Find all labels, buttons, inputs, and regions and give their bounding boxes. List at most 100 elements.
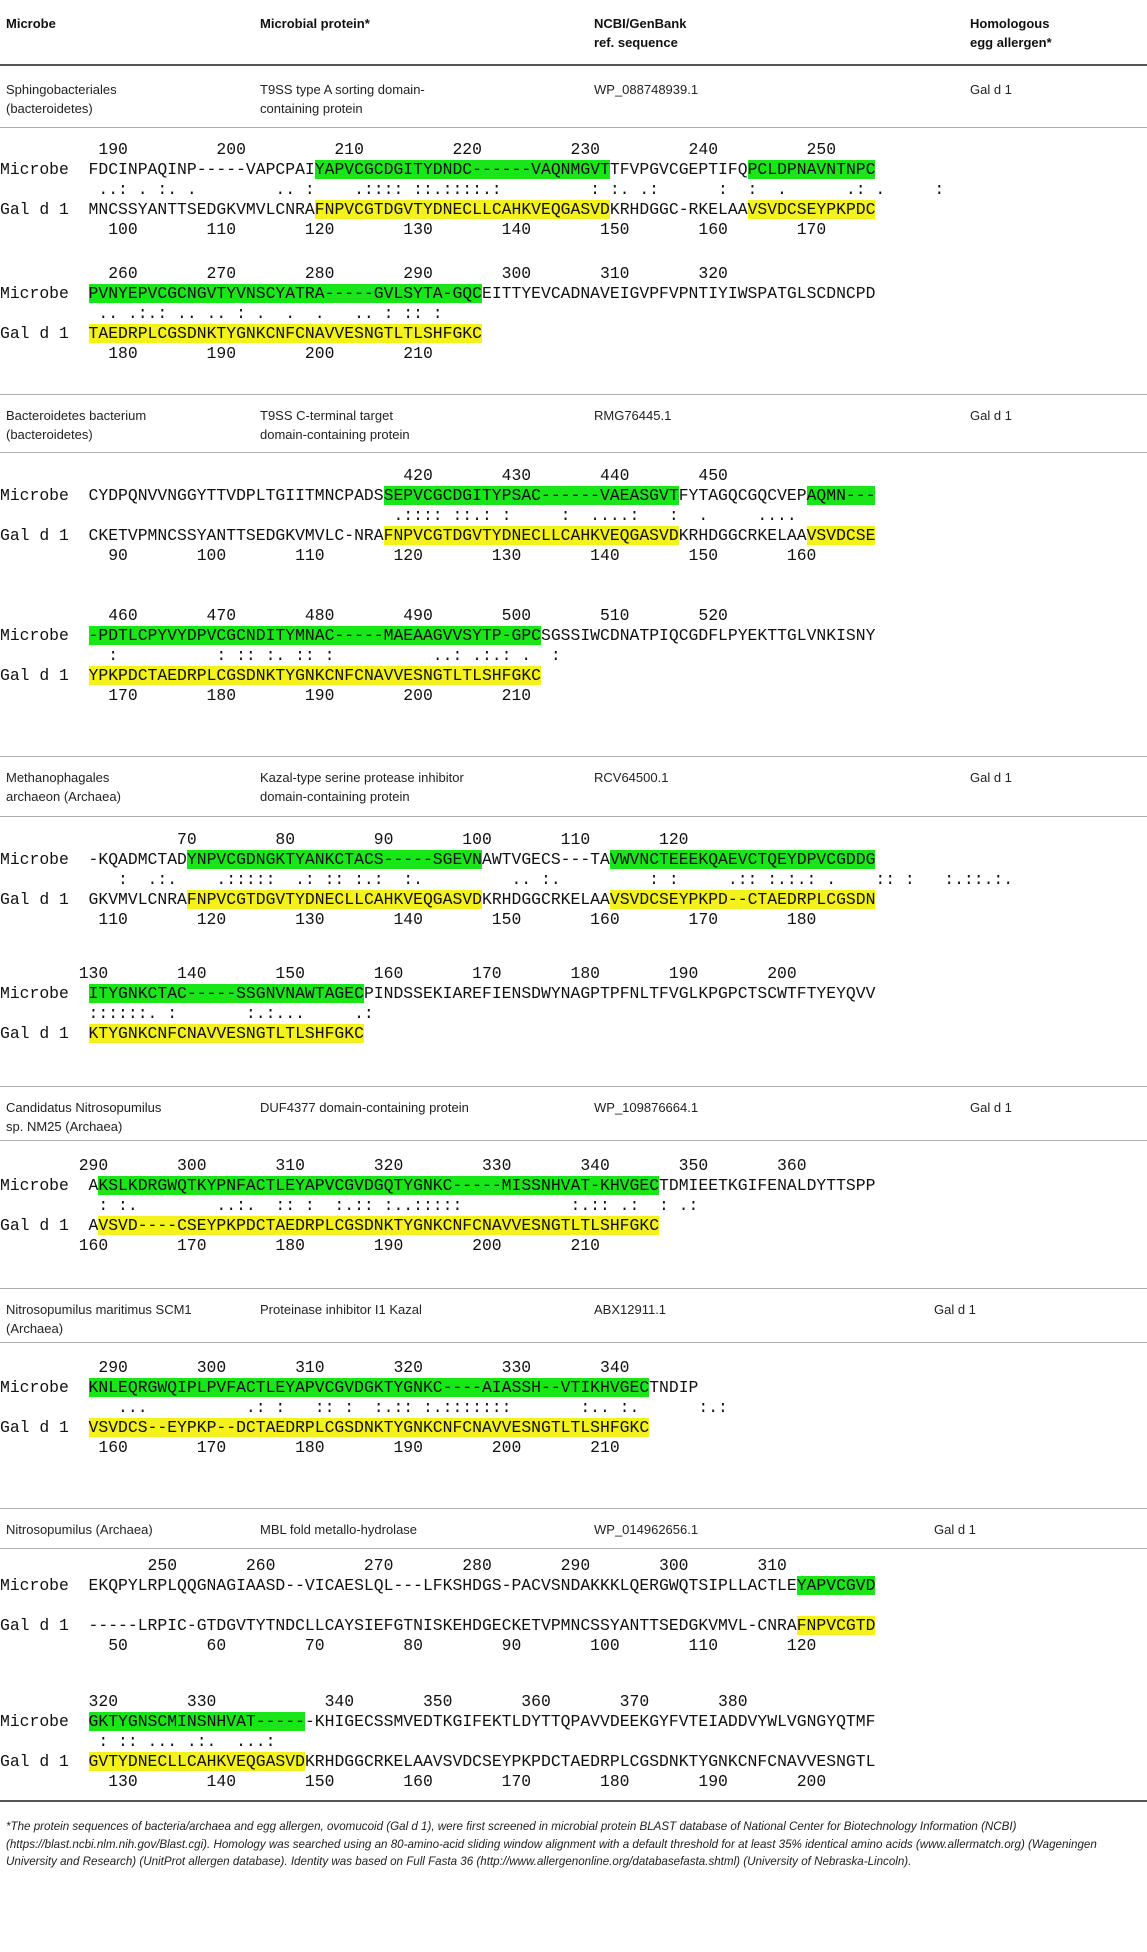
alignment-line: 50 60 70 80 90 100 110 120 <box>0 1636 875 1656</box>
footnote: *The protein sequences of bacteria/archa… <box>6 1820 1097 1868</box>
alignment-line: Microbe ITYGNKCTAC-----SSGNVNAWTAGECPIND… <box>0 984 875 1004</box>
header-rule <box>0 64 1147 66</box>
entry-divider <box>0 756 1147 757</box>
entry-divider <box>0 1508 1147 1509</box>
entry-ref: WP_109876664.1 <box>594 1100 699 1115</box>
sequence-text: 320 330 340 350 360 370 380 <box>0 1692 748 1711</box>
entry-allergen: Gal d 1 <box>970 408 1012 423</box>
sequence-text: Gal d 1 MNCSSYANTTSEDGKVMVLCNRA <box>0 200 315 219</box>
header-allergen: Homologous egg allergen* <box>970 16 1052 50</box>
sequence-text: 110 120 130 140 150 160 170 180 <box>0 910 817 929</box>
sequence-text: Gal d 1 CKETVPMNCSSYANTTSEDGKVMVLC-NRA <box>0 526 384 545</box>
sequence-text: : :. ..:. :: : :.:: :..::::: :.:: .: : .… <box>0 1196 699 1215</box>
alignment-block: 420 430 440 450 Microbe CYDPQNVVNGGYTTVDP… <box>0 466 876 566</box>
header-microbe: Microbe <box>6 16 56 31</box>
sequence-text: : : :: :. :: : ..: .:.: . : <box>0 646 561 665</box>
alignment-line: Microbe -KQADMCTADYNPVCGDNGKTYANKCTACS--… <box>0 850 1013 870</box>
alignment-line: Gal d 1 VSVDCS--EYPKP--DCTAEDRPLCGSDNKTY… <box>0 1418 728 1438</box>
sequence-text: Gal d 1 <box>0 324 89 343</box>
alignment-line: 190 200 210 220 230 240 250 <box>0 140 944 160</box>
alignment-line <box>0 1596 875 1616</box>
entry-divider <box>0 394 1147 395</box>
header-protein: Microbial protein* <box>260 16 370 31</box>
sequence-text: ..: . :. . .. : .:::: ::.::::.: : :. .: … <box>0 180 945 199</box>
alignment-line: ..: . :. . .. : .:::: ::.::::.: : :. .: … <box>0 180 944 200</box>
allergen-homology-highlight: FNPVCGTDGVTYDNECLLCAHKVEQGASVD <box>186 890 482 909</box>
sequence-text: .:::: ::.: : : ....: : . .... <box>0 506 797 525</box>
entry-divider <box>0 1288 1147 1289</box>
allergen-homology-highlight: VSVD----CSEYPKPDCTAEDRPLCGSDNKTYGNKCNFCN… <box>98 1216 660 1235</box>
alignment-line: Microbe KNLEQRGWQIPLPVFACTLEYAPVCGVDGKTY… <box>0 1378 728 1398</box>
alignment-line: Gal d 1 MNCSSYANTTSEDGKVMVLCNRAFNPVCGTDG… <box>0 200 944 220</box>
alignment-line: 320 330 340 350 360 370 380 <box>0 1692 875 1712</box>
alignment-line: : : :: :. :: : ..: .:.: . : <box>0 646 875 666</box>
table-bottom-rule <box>0 1800 1147 1802</box>
sequence-text: 170 180 190 200 210 <box>0 686 532 705</box>
entry-allergen: Gal d 1 <box>934 1522 976 1537</box>
allergen-homology-highlight: VSVDCSEYPKPD--CTAEDRPLCGSDN <box>609 890 876 909</box>
entry-rule <box>0 452 1147 453</box>
sequence-text: 190 200 210 220 230 240 250 <box>0 140 837 159</box>
alignment-line: 250 260 270 280 290 300 310 <box>0 1556 875 1576</box>
entry-protein: T9SS type A sorting domain- containing p… <box>260 82 425 116</box>
entry-rule <box>0 816 1147 817</box>
header-ref: NCBI/GenBank ref. sequence <box>594 16 687 50</box>
alignment-line: 90 100 110 120 130 140 150 160 <box>0 546 875 566</box>
alignment-line: 130 140 150 160 170 180 190 200 <box>0 964 875 984</box>
alignment-block: 460 470 480 490 500 510 520 Microbe -PDTL… <box>0 606 875 706</box>
sequence-text: TNDIP <box>649 1378 699 1397</box>
alignment-line: 130 140 150 160 170 180 190 200 <box>0 1772 875 1792</box>
alignment-block: 290 300 310 320 330 340 350 360 Microbe A… <box>0 1156 875 1256</box>
microbe-homology-highlight: SEPVCGCDGITYPSAC------VAEASGVT <box>383 486 679 505</box>
entry-microbe: Nitrosopumilus (Archaea) <box>6 1522 153 1537</box>
entry-allergen: Gal d 1 <box>970 1100 1012 1115</box>
alignment-line: Gal d 1 GVTYDNECLLCAHKVEQGASVDKRHDGGCRKE… <box>0 1752 875 1772</box>
sequence-text: Microbe EKQPYLRPLQQGNAGIAASD--VICAESLQL-… <box>0 1576 797 1595</box>
alignment-line: Microbe FDCINPAQINP-----VAPCPAIYAPVCGCDG… <box>0 160 944 180</box>
allergen-homology-highlight: TAEDRPLCGSDNKTYGNKCNFCNAVVESNGTLTLSHFGKC <box>88 324 482 343</box>
alignment-line: .. .:.: .. .. : . . . .. : :: : <box>0 304 875 324</box>
microbe-homology-highlight: GKTYGNSCMINSNHVAT----- <box>88 1712 305 1731</box>
entry-protein: T9SS C-terminal target domain-containing… <box>260 408 410 442</box>
sequence-text: 160 170 180 190 200 210 <box>0 1236 600 1255</box>
sequence-text: 130 140 150 160 170 180 190 200 <box>0 964 797 983</box>
sequence-text: Gal d 1 <box>0 1752 89 1771</box>
alignment-line: : .:. .::::: .: :: :.: :. .. :. : : .:: … <box>0 870 1013 890</box>
alignment-line: Gal d 1 AVSVD----CSEYPKPDCTAEDRPLCGSDNKT… <box>0 1216 875 1236</box>
allergen-homology-highlight: VSVDCSEYPKPDC <box>747 200 876 219</box>
sequence-text: 50 60 70 80 90 100 110 120 <box>0 1636 817 1655</box>
alignment-line: Microbe CYDPQNVVNGGYTTVDPLTGIITMNCPADSSE… <box>0 486 876 506</box>
sequence-text: KRHDGGCRKELAAVSVDCSEYPKPDCTAEDRPLCGSDNKT… <box>304 1752 876 1771</box>
alignment-line: 420 430 440 450 <box>0 466 875 486</box>
alignment-block: 260 270 280 290 300 310 320 Microbe PVNYE… <box>0 264 875 364</box>
alignment-line: Gal d 1 GKVMVLCNRAFNPVCGTDGVTYDNECLLCAHK… <box>0 890 1013 910</box>
alignment-block: 190 200 210 220 230 240 250 Microbe FDCIN… <box>0 140 944 240</box>
sequence-text: 420 430 440 450 <box>0 466 728 485</box>
microbe-homology-highlight: PCLDPNAVNTNPC <box>747 160 876 179</box>
entry-protein: Proteinase inhibitor I1 Kazal <box>260 1302 422 1317</box>
sequence-text: Microbe <box>0 626 89 645</box>
sequence-text: Gal d 1 <box>0 1024 89 1043</box>
alignment-line: 160 170 180 190 200 210 <box>0 1438 728 1458</box>
sequence-text: KRHDGGCRKELAA <box>481 890 610 909</box>
entry-microbe: Nitrosopumilus maritimus SCM1 (Archaea) <box>6 1302 192 1336</box>
alignment-line: 180 190 200 210 <box>0 344 875 364</box>
alignment-line: ... .: : :: : :.:: :.::::::: :.. :. :.: <box>0 1398 728 1418</box>
sequence-text: : .:. .::::: .: :: :.: :. .. :. : : .:: … <box>0 870 1014 889</box>
alignment-line: Gal d 1 TAEDRPLCGSDNKTYGNKCNFCNAVVESNGTL… <box>0 324 875 344</box>
sequence-text: Gal d 1 <box>0 1418 89 1437</box>
microbe-homology-highlight: AQMN--- <box>806 486 876 505</box>
alignment-line: Microbe AKSLKDRGWQTKYPNFACTLEYAPVCGVDGQT… <box>0 1176 875 1196</box>
alignment-line: 70 80 90 100 110 120 <box>0 830 1013 850</box>
sequence-text: 70 80 90 100 110 120 <box>0 830 689 849</box>
entry-microbe: Bacteroidetes bacterium (bacteroidetes) <box>6 408 147 442</box>
entry-ref: RMG76445.1 <box>594 408 672 423</box>
alignment-line: ::::::. : :.:... .: <box>0 1004 875 1024</box>
alignment-line: 170 180 190 200 210 <box>0 686 875 706</box>
sequence-text: Gal d 1 A <box>0 1216 99 1235</box>
sequence-text: 260 270 280 290 300 310 320 <box>0 264 728 283</box>
alignment-line: 110 120 130 140 150 160 170 180 <box>0 910 1013 930</box>
sequence-text: AWTVGECS---TA <box>481 850 610 869</box>
alignment-block: 320 330 340 350 360 370 380 Microbe GKTYG… <box>0 1692 875 1792</box>
entry-microbe: Methanophagales archaeon (Archaea) <box>6 770 121 804</box>
